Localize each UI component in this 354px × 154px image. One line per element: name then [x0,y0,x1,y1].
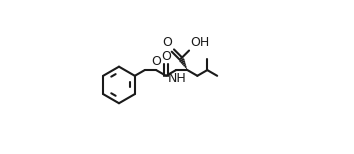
Text: O: O [151,55,161,69]
Text: O: O [161,50,171,63]
Text: O: O [162,36,172,49]
Text: OH: OH [190,36,209,49]
Text: NH: NH [167,72,186,85]
